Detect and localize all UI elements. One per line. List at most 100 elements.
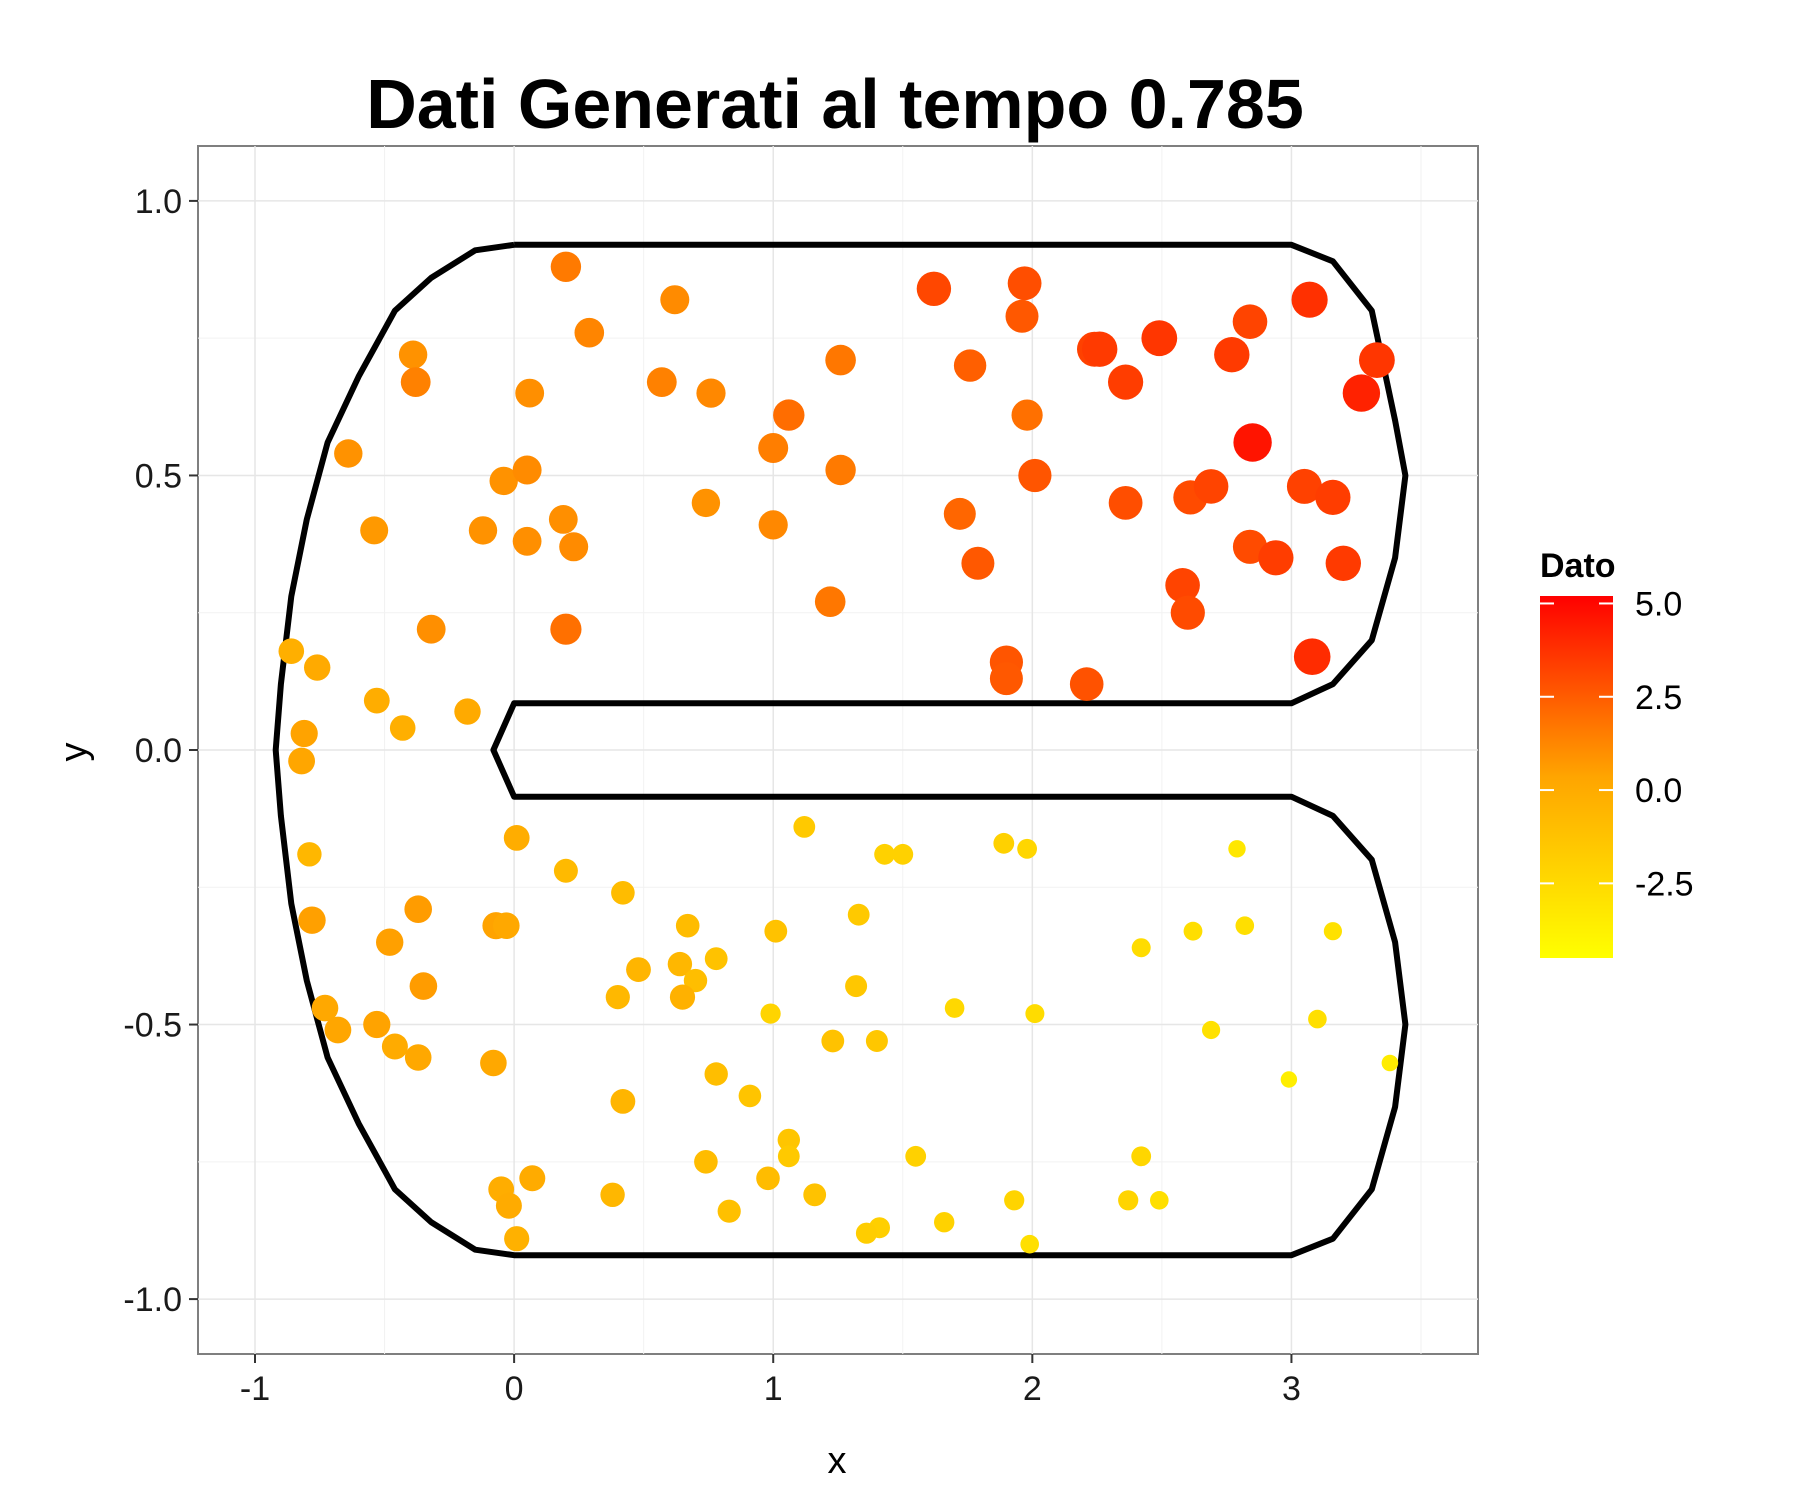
data-point: [290, 719, 318, 748]
x-tick-label: 2: [1023, 1370, 1042, 1408]
data-point: [1004, 1190, 1025, 1211]
data-point: [1325, 545, 1362, 581]
data-point: [468, 516, 498, 545]
data-point: [304, 654, 331, 681]
data-point: [288, 747, 315, 775]
data-point: [694, 1150, 718, 1174]
data-point: [943, 497, 976, 530]
data-point: [669, 984, 696, 1010]
data-point: [1131, 938, 1151, 958]
data-point: [1232, 304, 1268, 340]
data-point: [777, 1145, 800, 1168]
data-point: [404, 895, 433, 923]
data-point: [764, 919, 788, 943]
data-point: [626, 957, 651, 982]
data-point: [515, 378, 545, 408]
data-point: [1308, 1009, 1327, 1029]
data-point: [376, 928, 404, 956]
data-point: [1381, 1054, 1399, 1072]
data-point: [953, 349, 987, 382]
data-point: [1118, 1190, 1139, 1211]
legend-label: 0.0: [1635, 772, 1682, 810]
axes: -1 0 1 2 3 -1.0 -0.5 0.0 0.5 1.0: [123, 183, 1300, 1408]
data-point: [503, 825, 530, 851]
data-point: [611, 881, 635, 905]
data-point: [717, 1199, 741, 1223]
legend-label: -2.5: [1635, 865, 1694, 903]
data-point: [512, 526, 542, 556]
data-point: [865, 1030, 888, 1052]
data-point: [760, 1003, 781, 1024]
legend-title: Dato: [1540, 547, 1616, 585]
data-point: [1342, 374, 1381, 412]
data-point: [1108, 364, 1144, 400]
data-point: [989, 662, 1023, 696]
data-point: [1150, 1191, 1169, 1210]
data-point: [389, 715, 416, 741]
x-tick-label: 0: [505, 1370, 524, 1408]
data-point: [777, 1128, 800, 1152]
data-point: [814, 586, 846, 617]
data-point: [1293, 638, 1331, 675]
data-point: [1141, 320, 1178, 357]
x-axis-label: x: [828, 1440, 847, 1482]
y-axis-label: y: [53, 743, 95, 762]
data-point: [298, 906, 326, 934]
data-point: [495, 1192, 522, 1219]
data-point: [360, 516, 389, 545]
data-point: [610, 1089, 636, 1114]
data-point: [1005, 299, 1039, 333]
data-point: [847, 903, 870, 926]
data-point: [363, 1010, 391, 1039]
data-point: [1233, 423, 1272, 462]
data-points: [278, 251, 1399, 1254]
data-point: [1165, 568, 1200, 603]
data-point: [454, 698, 481, 725]
data-point: [334, 439, 363, 468]
data-point: [512, 455, 542, 485]
data-point: [297, 842, 322, 867]
data-point: [825, 344, 856, 376]
data-point: [1291, 281, 1328, 318]
data-point: [600, 1182, 625, 1208]
data-point: [404, 1044, 432, 1071]
data-point: [821, 1029, 845, 1053]
data-point: [550, 251, 582, 282]
data-point: [416, 614, 446, 644]
data-point: [803, 1183, 827, 1207]
data-point: [1235, 916, 1255, 935]
data-point: [738, 1084, 762, 1108]
data-point: [324, 1016, 352, 1044]
data-point: [550, 613, 582, 645]
data-point: [1017, 838, 1037, 859]
data-point: [1082, 331, 1118, 367]
data-point: [793, 816, 816, 838]
data-point: [1020, 1234, 1039, 1254]
data-point: [675, 913, 700, 938]
data-point: [363, 687, 390, 714]
data-point: [1258, 540, 1294, 576]
x-tick-label: -1: [240, 1370, 270, 1408]
chart-title: Dati Generati al tempo 0.785: [366, 65, 1304, 143]
data-point: [892, 843, 914, 865]
y-tick-label: 0.5: [135, 457, 182, 495]
y-tick-label: 1.0: [135, 183, 182, 221]
data-point: [855, 1222, 878, 1244]
data-point: [1228, 840, 1246, 858]
data-point: [1193, 469, 1229, 504]
data-point: [961, 546, 995, 580]
data-point: [704, 947, 728, 971]
data-point: [489, 466, 518, 496]
data-point: [605, 985, 630, 1010]
data-point: [1025, 1004, 1045, 1024]
data-point: [1069, 667, 1104, 701]
data-point: [1131, 1146, 1152, 1167]
data-point: [874, 843, 895, 865]
legend-label: 2.5: [1635, 679, 1682, 717]
data-point: [691, 488, 721, 518]
data-point: [381, 1033, 408, 1060]
data-point: [667, 951, 693, 977]
legend-colorbar: [1540, 596, 1613, 958]
data-point: [683, 968, 708, 993]
data-point: [504, 1226, 530, 1252]
